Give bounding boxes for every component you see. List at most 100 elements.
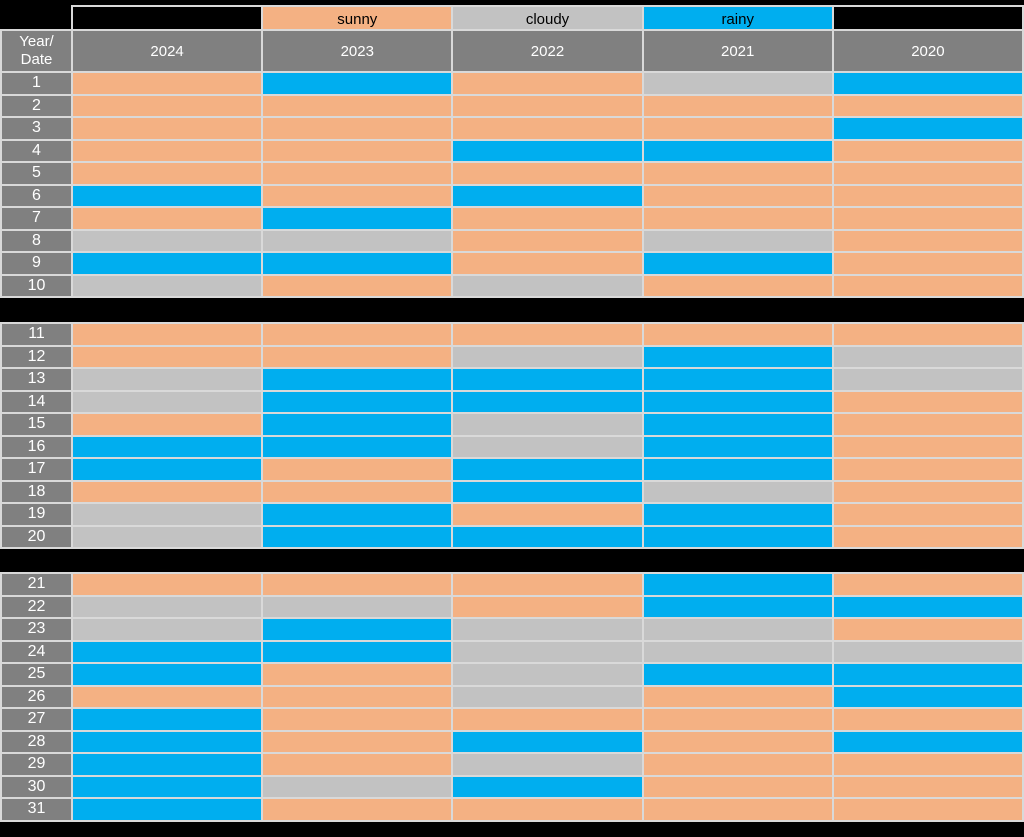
weather-cell-2021-day26 xyxy=(643,686,832,707)
weather-cell-2024-day12 xyxy=(73,346,262,367)
weather-cell-2021-day4 xyxy=(643,140,832,161)
weather-cell-2022-day26 xyxy=(453,686,642,707)
weather-cell-2021-day27 xyxy=(643,709,832,730)
weather-cell-2024-day15 xyxy=(73,414,262,435)
weather-cell-2024-day1 xyxy=(73,73,262,94)
weather-cell-2021-day1 xyxy=(643,73,832,94)
weather-cell-2020-day24 xyxy=(833,641,1022,662)
weather-cell-2020-day22 xyxy=(833,596,1022,617)
weather-cell-2020-day21 xyxy=(833,574,1022,595)
date-label-31: 31 xyxy=(2,799,71,820)
weather-cell-2024-day30 xyxy=(73,776,262,797)
weather-cell-2020-day29 xyxy=(833,754,1022,775)
weather-cell-2020-day15 xyxy=(833,414,1022,435)
date-label-28: 28 xyxy=(2,731,71,752)
weather-cell-2023-day6 xyxy=(263,185,452,206)
weather-cell-2021-day8 xyxy=(643,230,832,251)
weather-cell-2023-day26 xyxy=(263,686,452,707)
weather-cell-2021-day18 xyxy=(643,481,832,502)
weather-cell-2024-day22 xyxy=(73,596,262,617)
date-label-20: 20 xyxy=(2,526,71,547)
block-days-11-20: 11 12 13 14 15 16 17 18 19 20 xyxy=(0,322,1024,549)
legend-sunny: sunny xyxy=(263,7,452,31)
weather-cell-2020-day6 xyxy=(833,185,1022,206)
weather-cell-2022-day5 xyxy=(453,163,642,184)
header-year-2024: 2024 xyxy=(73,31,262,71)
weather-cell-2020-day28 xyxy=(833,731,1022,752)
weather-cell-2021-day25 xyxy=(643,664,832,685)
weather-cell-2020-day8 xyxy=(833,230,1022,251)
weather-cell-2023-day23 xyxy=(263,619,452,640)
weather-cell-2023-day7 xyxy=(263,208,452,229)
weather-cell-2024-day23 xyxy=(73,619,262,640)
weather-cell-2023-day25 xyxy=(263,664,452,685)
weather-cell-2020-day19 xyxy=(833,504,1022,525)
weather-cell-2024-day8 xyxy=(73,230,262,251)
weather-cell-2023-day15 xyxy=(263,414,452,435)
weather-cell-2024-day13 xyxy=(73,369,262,390)
date-label-25: 25 xyxy=(2,664,71,685)
legend-row: sunny cloudy rainy xyxy=(71,5,1024,31)
weather-cell-2020-day20 xyxy=(833,526,1022,547)
date-label-21: 21 xyxy=(2,574,71,595)
weather-cell-2022-day23 xyxy=(453,619,642,640)
header-year-2023: 2023 xyxy=(263,31,452,71)
weather-cell-2020-day5 xyxy=(833,163,1022,184)
header-year-2021: 2021 xyxy=(643,31,832,71)
weather-cell-2022-day4 xyxy=(453,140,642,161)
header-row: Year/ Date 2024 2023 2022 2021 2020 xyxy=(0,29,1024,73)
weather-cell-2021-day29 xyxy=(643,754,832,775)
weather-cell-2021-day9 xyxy=(643,253,832,274)
weather-cell-2022-day25 xyxy=(453,664,642,685)
weather-cell-2022-day15 xyxy=(453,414,642,435)
weather-cell-2024-day7 xyxy=(73,208,262,229)
date-label-6: 6 xyxy=(2,185,71,206)
weather-cell-2023-day30 xyxy=(263,776,452,797)
weather-cell-2024-day3 xyxy=(73,118,262,139)
date-label-30: 30 xyxy=(2,776,71,797)
weather-cell-2020-day17 xyxy=(833,459,1022,480)
block-days-21-31: 21 22 23 24 25 26 27 28 29 30 31 xyxy=(0,572,1024,822)
weather-cell-2020-day4 xyxy=(833,140,1022,161)
weather-cell-2023-day8 xyxy=(263,230,452,251)
weather-cell-2022-day1 xyxy=(453,73,642,94)
weather-cell-2024-day18 xyxy=(73,481,262,502)
weather-cell-2024-day28 xyxy=(73,731,262,752)
weather-cell-2021-day23 xyxy=(643,619,832,640)
weather-cell-2022-day13 xyxy=(453,369,642,390)
weather-cell-2023-day5 xyxy=(263,163,452,184)
weather-cell-2021-day5 xyxy=(643,163,832,184)
block-days-1-10: 1 2 3 4 5 6 7 8 9 10 xyxy=(0,71,1024,298)
weather-cell-2020-day25 xyxy=(833,664,1022,685)
weather-cell-2022-day16 xyxy=(453,436,642,457)
date-label-2: 2 xyxy=(2,95,71,116)
date-label-8: 8 xyxy=(2,230,71,251)
weather-cell-2022-day6 xyxy=(453,185,642,206)
weather-cell-2024-day14 xyxy=(73,391,262,412)
weather-cell-2020-day31 xyxy=(833,799,1022,820)
weather-cell-2023-day24 xyxy=(263,641,452,662)
date-label-1: 1 xyxy=(2,73,71,94)
weather-cell-2020-day27 xyxy=(833,709,1022,730)
weather-cell-2024-day2 xyxy=(73,95,262,116)
header-year-2022: 2022 xyxy=(453,31,642,71)
weather-cell-2022-day18 xyxy=(453,481,642,502)
date-label-3: 3 xyxy=(2,118,71,139)
weather-cell-2023-day16 xyxy=(263,436,452,457)
weather-cell-2022-day22 xyxy=(453,596,642,617)
weather-cell-2023-day17 xyxy=(263,459,452,480)
legend-spacer-right xyxy=(833,7,1022,31)
weather-cell-2021-day15 xyxy=(643,414,832,435)
weather-cell-2021-day11 xyxy=(643,324,832,345)
weather-cell-2023-day20 xyxy=(263,526,452,547)
weather-cell-2021-day7 xyxy=(643,208,832,229)
weather-cell-2023-day18 xyxy=(263,481,452,502)
weather-cell-2023-day14 xyxy=(263,391,452,412)
weather-cell-2020-day23 xyxy=(833,619,1022,640)
weather-cell-2020-day2 xyxy=(833,95,1022,116)
date-label-5: 5 xyxy=(2,163,71,184)
date-label-23: 23 xyxy=(2,619,71,640)
date-label-29: 29 xyxy=(2,754,71,775)
weather-cell-2021-day22 xyxy=(643,596,832,617)
weather-cell-2022-day19 xyxy=(453,504,642,525)
